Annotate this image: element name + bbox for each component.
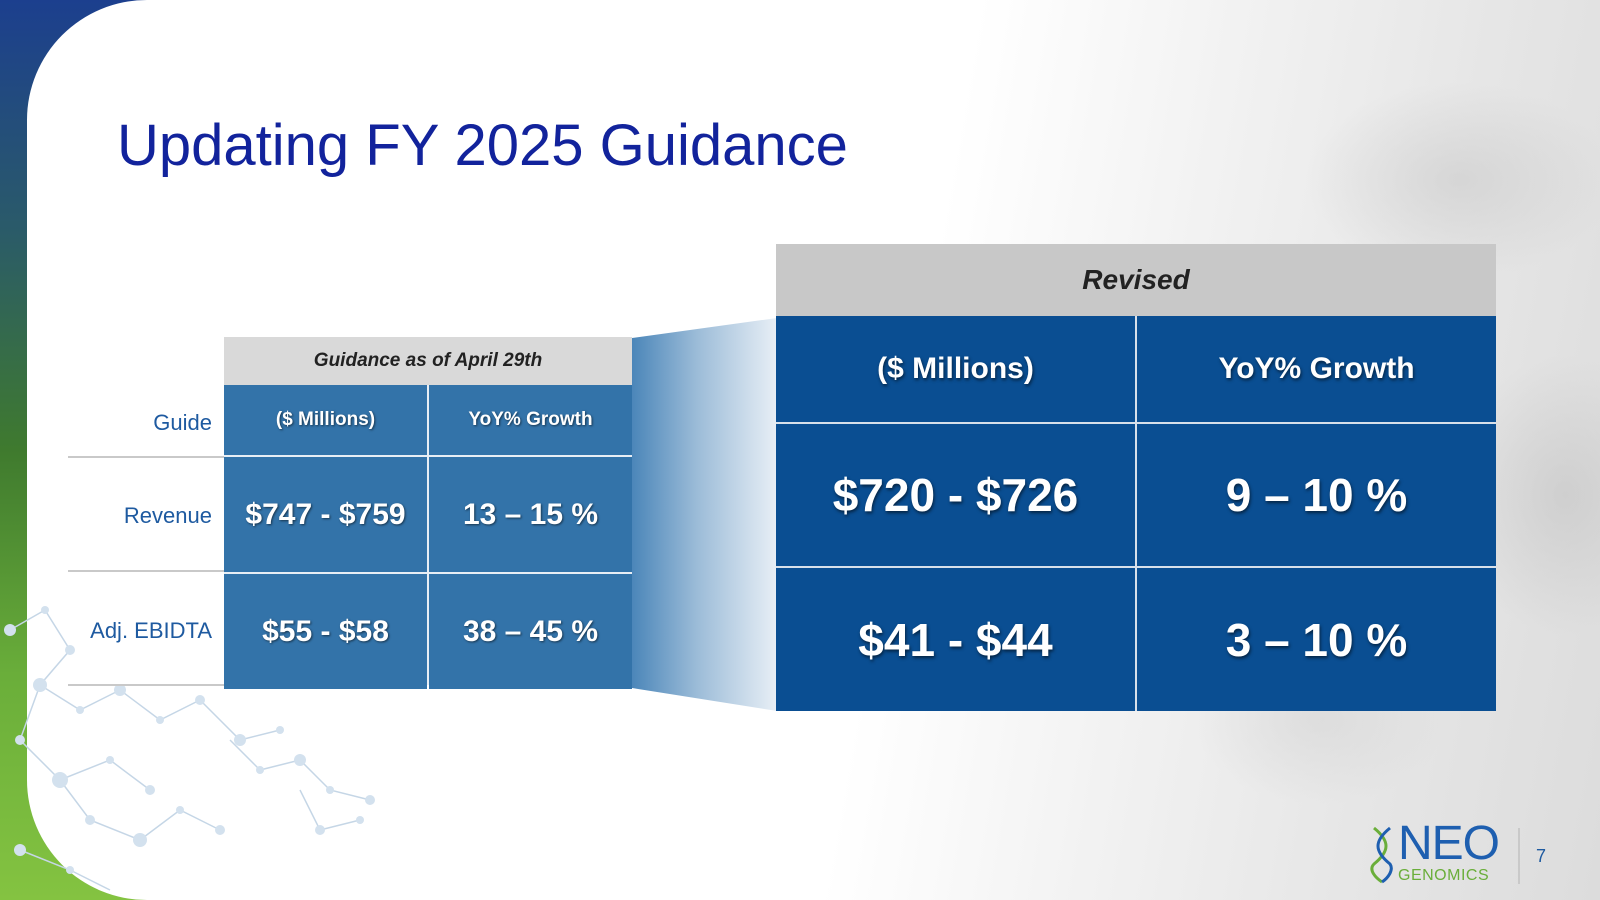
column-header-yoy-growth: YoY% Growth [429,385,632,455]
row-divider [68,570,224,572]
row-label-guide: Guide [153,410,212,435]
table-connector [632,318,777,711]
row-divider [68,684,224,686]
revised-guidance-header: Revised [776,244,1496,316]
revenue-millions-cell: $747 - $759 [224,457,427,572]
revenue-growth-cell: 13 – 15 % [429,457,632,572]
footer-divider [1518,828,1520,884]
page-number: 7 [1536,846,1547,866]
slide-title: Updating FY 2025 Guidance [117,113,848,178]
row-label-revenue: Revenue [123,503,212,528]
helix-icon [1370,826,1393,884]
logo-sub-text: GENOMICS [1398,867,1490,884]
logo-brand-text: NEO [1398,817,1500,870]
ebidta-millions-cell: $55 - $58 [224,574,427,689]
molecule-decoration [4,606,375,891]
revised-revenue-growth-cell: 9 – 10 % [1137,424,1496,566]
revised-revenue-millions-cell: $720 - $726 [776,424,1135,566]
revised-ebidta-growth-cell: 3 – 10 % [1137,568,1496,711]
column-header-yoy-growth: YoY% Growth [1137,316,1496,422]
row-label-adj-ebidta: Adj. EBIDTA [90,618,212,643]
ebidta-growth-cell: 38 – 45 % [429,574,632,689]
column-header-millions: ($ Millions) [776,316,1135,422]
neogenomics-logo: NEO GENOMICS [1370,817,1500,886]
column-header-millions: ($ Millions) [224,385,427,455]
revised-ebidta-millions-cell: $41 - $44 [776,568,1135,711]
revised-guidance-table: ($ Millions) YoY% Growth $720 - $726 9 –… [776,316,1496,711]
previous-guidance-table: ($ Millions) YoY% Growth $747 - $759 13 … [224,385,632,689]
previous-guidance-header: Guidance as of April 29th [224,337,632,385]
row-divider [68,456,224,458]
